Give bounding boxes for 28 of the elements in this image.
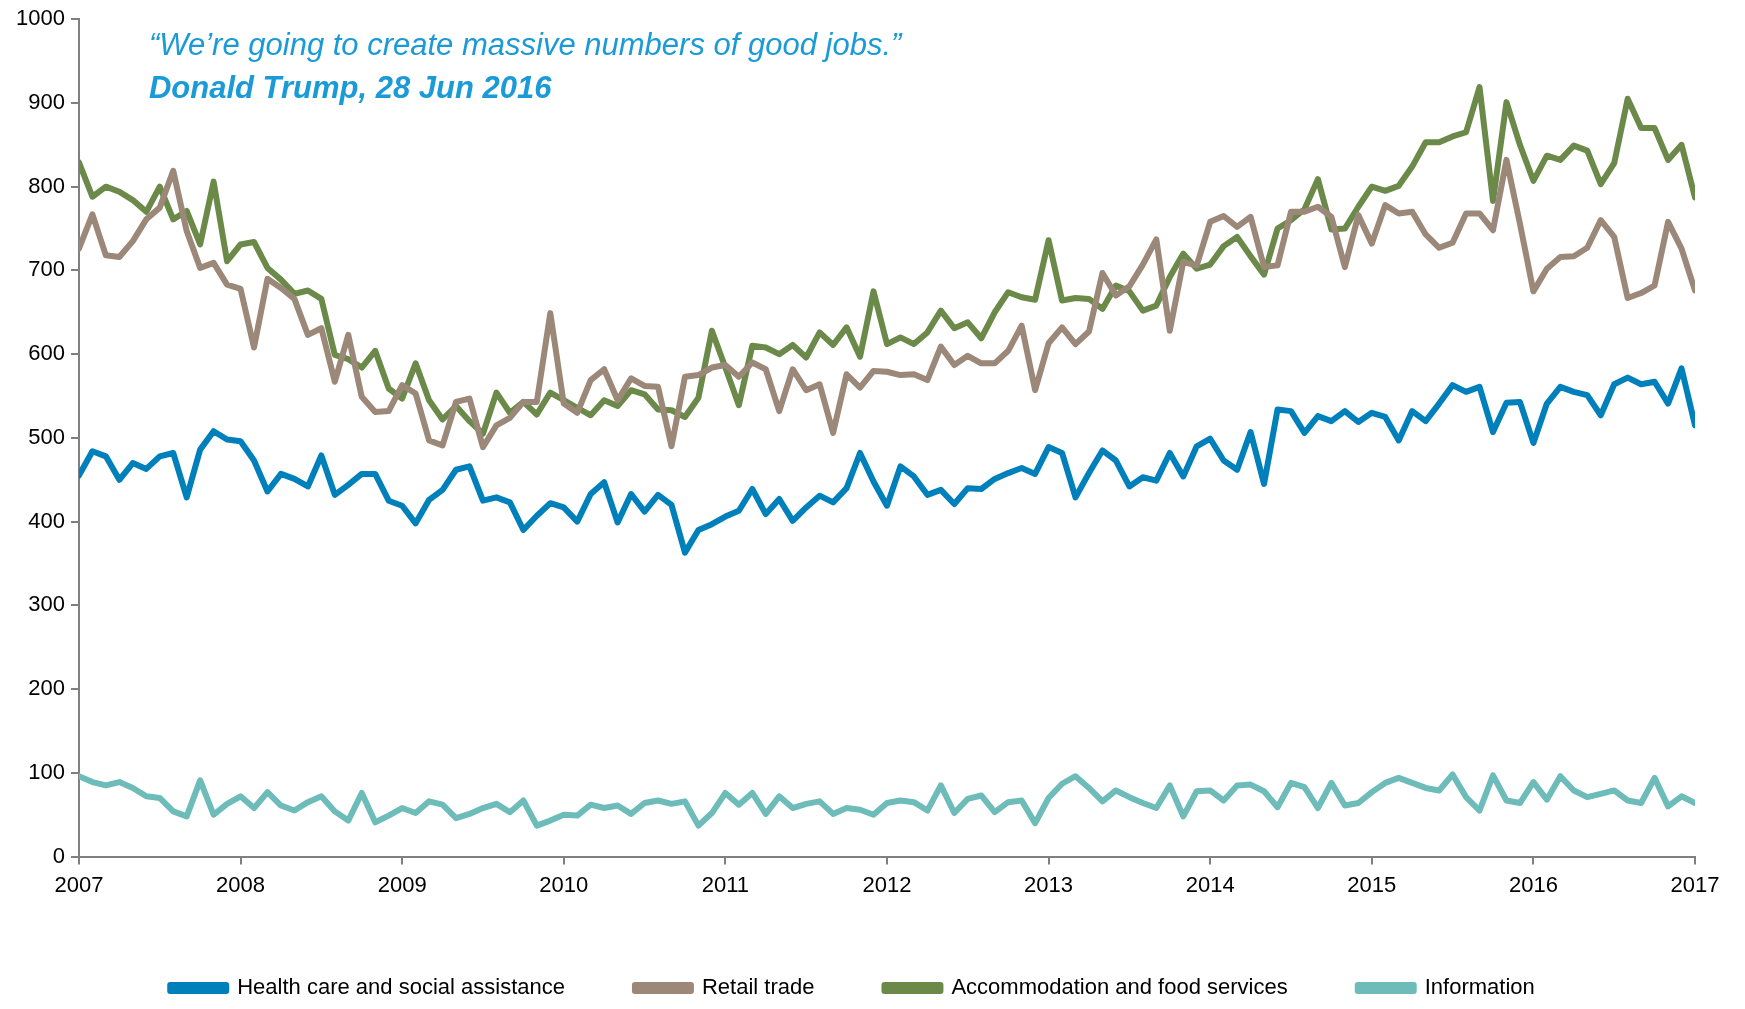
- legend-label: Health care and social assistance: [237, 974, 565, 1000]
- y-tick-label: 300: [28, 591, 65, 617]
- x-tick-label: 2016: [1508, 871, 1558, 897]
- y-tick-label: 400: [28, 507, 65, 533]
- y-tick-label: 700: [28, 256, 65, 282]
- x-tick-label: 2017: [1670, 871, 1720, 897]
- y-tick-label: 800: [28, 172, 65, 198]
- x-tick-label: 2011: [701, 871, 750, 897]
- annotation: “We’re going to create massive numbers of good jobs.”: [148, 27, 904, 63]
- y-tick-label: 0: [52, 842, 65, 868]
- y-tick-label: 100: [28, 758, 65, 784]
- x-tick-label: 2014: [1185, 871, 1235, 897]
- x-tick-label: 2008: [216, 871, 266, 897]
- x-tick-label: 2013: [1024, 871, 1074, 897]
- y-tick-label: 1000: [15, 5, 65, 31]
- x-tick-label: 2012: [862, 871, 912, 897]
- x-tick-label: 2015: [1347, 871, 1397, 897]
- x-tick-label: 2010: [539, 871, 589, 897]
- x-tick-label: 2007: [54, 871, 104, 897]
- legend-label: Retail trade: [701, 974, 815, 1000]
- annotation: Donald Trump, 28 Jun 2016: [148, 70, 553, 106]
- y-tick-label: 500: [28, 423, 65, 449]
- y-tick-label: 600: [28, 340, 65, 366]
- legend-label: Information: [1424, 974, 1535, 1000]
- y-tick-label: 900: [28, 89, 65, 114]
- legend-label: Accommodation and food services: [951, 974, 1288, 1000]
- x-tick-label: 2009: [377, 871, 427, 897]
- y-tick-label: 200: [28, 675, 65, 701]
